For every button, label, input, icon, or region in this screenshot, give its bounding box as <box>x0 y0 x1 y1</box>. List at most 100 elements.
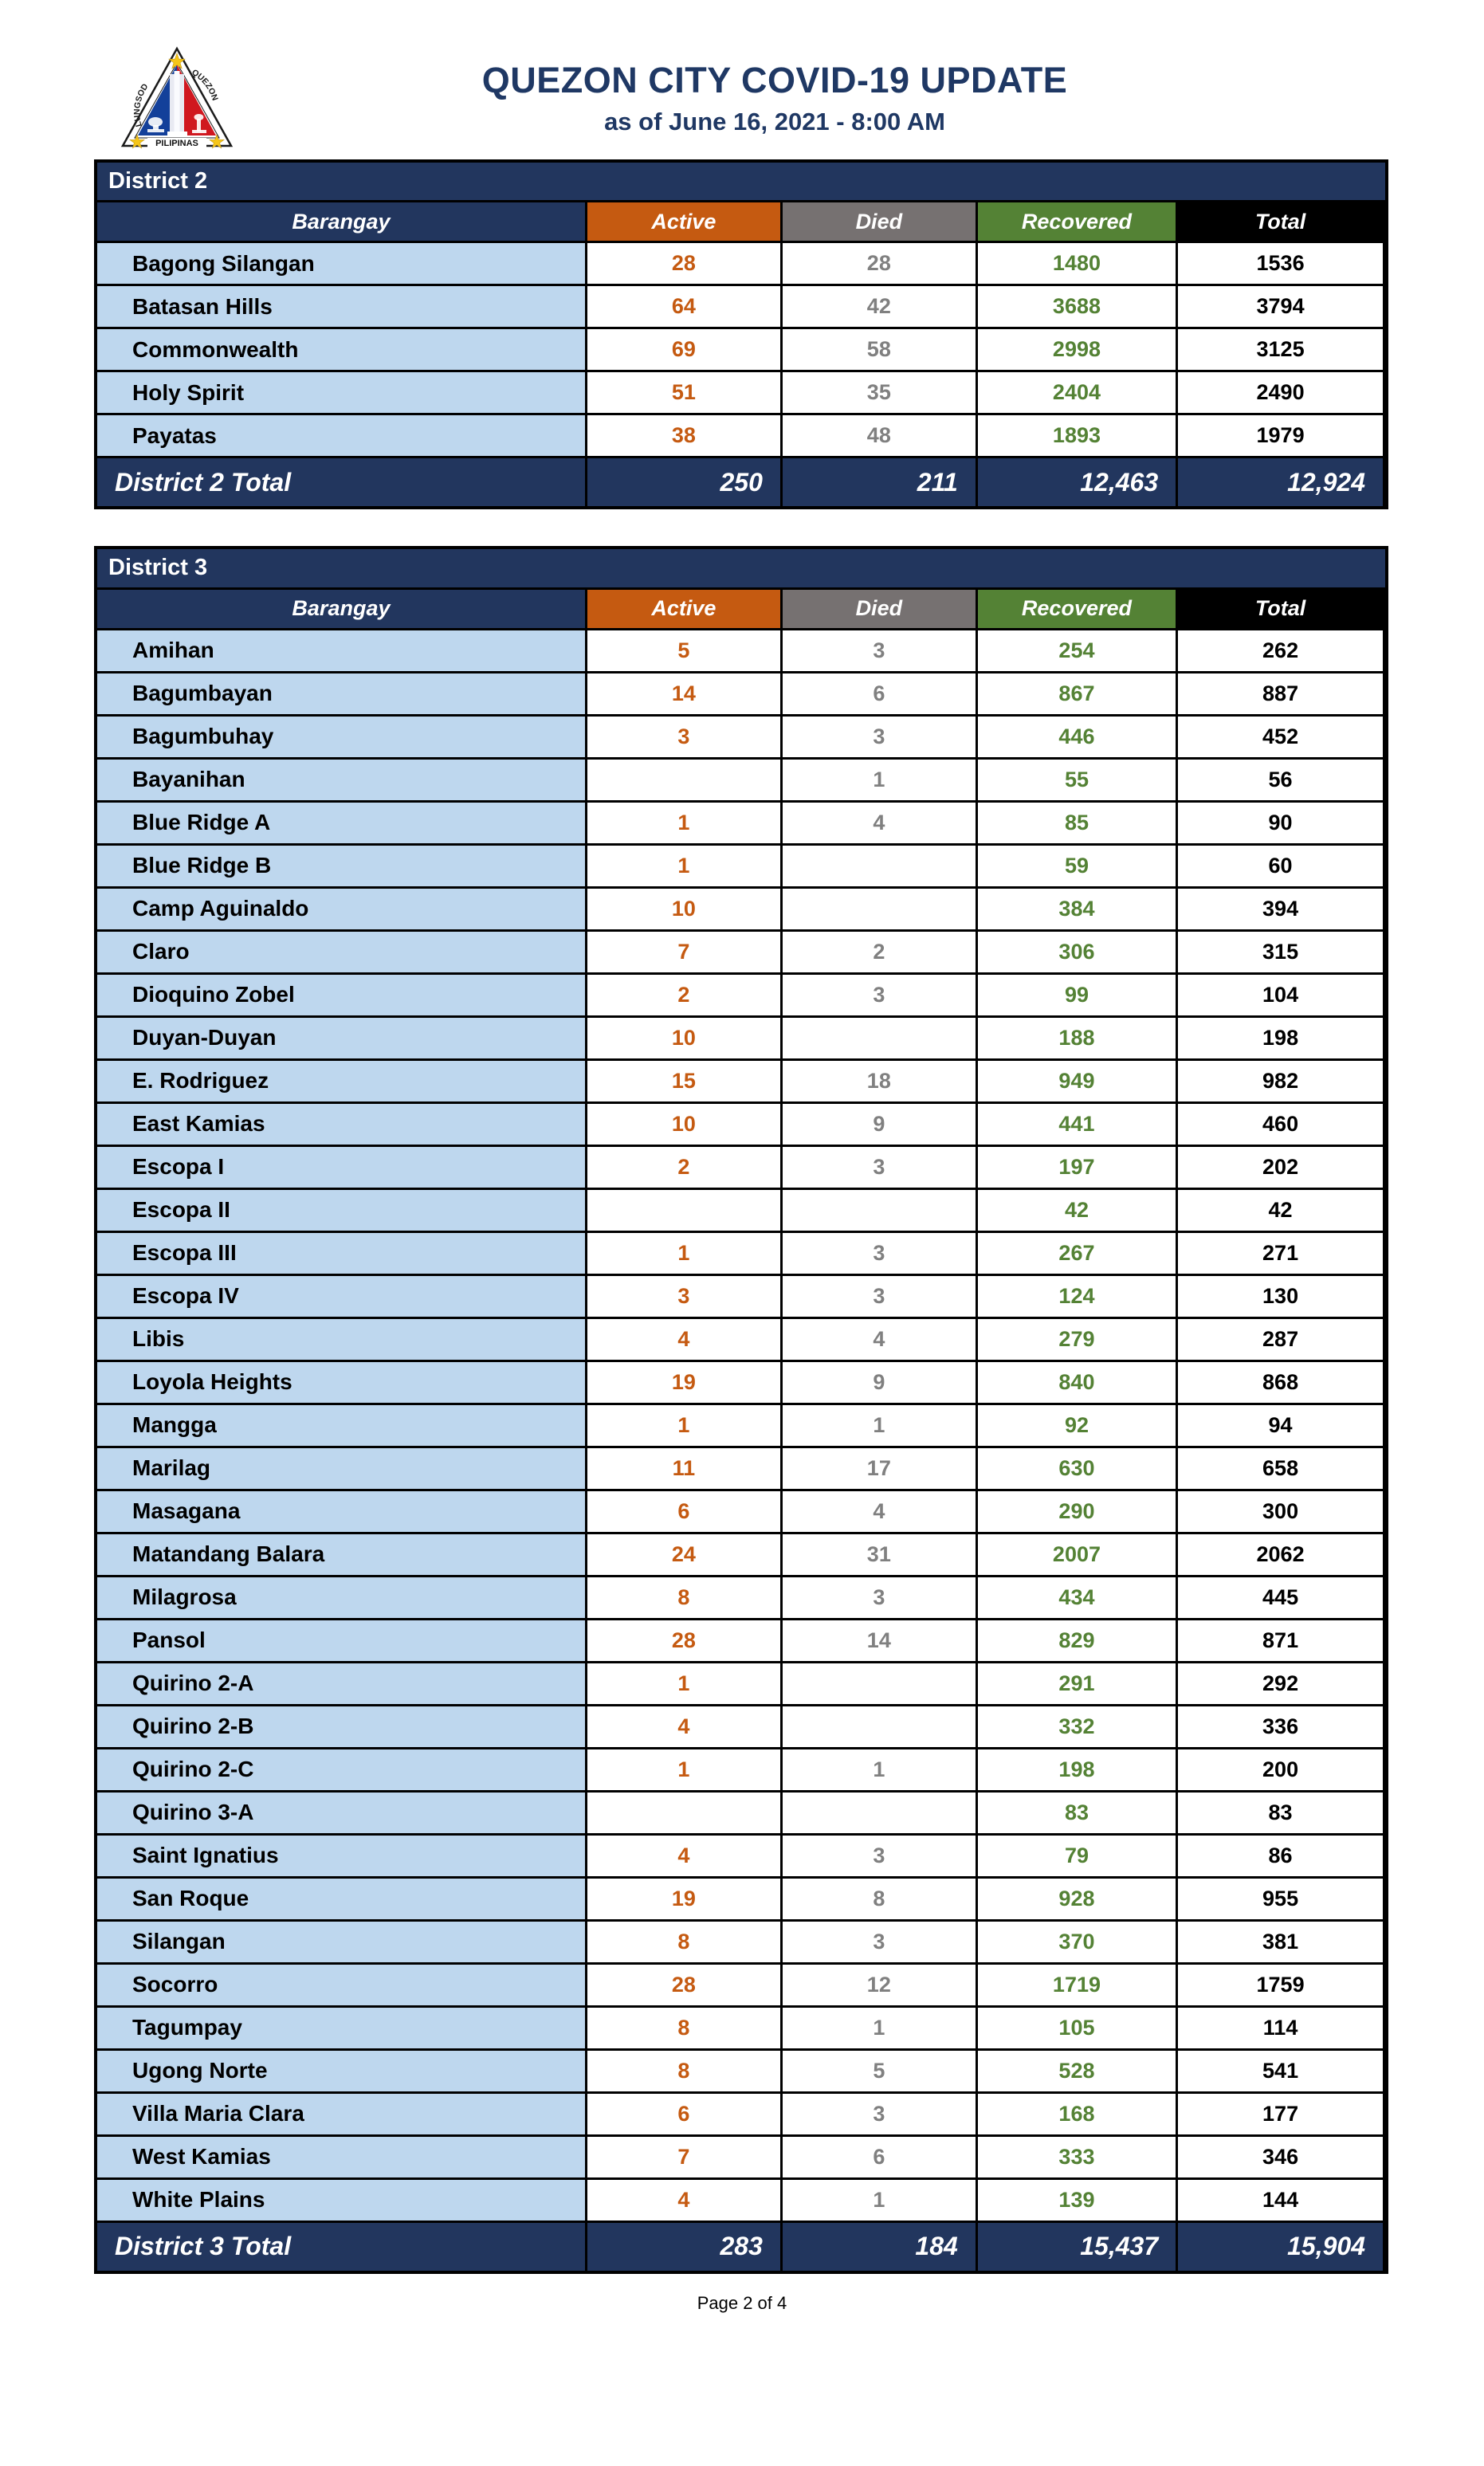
total-count-cell: 83 <box>1176 1791 1385 1836</box>
barangay-name-cell: Bayanihan <box>97 758 587 803</box>
total-count-cell: 445 <box>1176 1576 1385 1620</box>
recovered-count-cell: 85 <box>976 801 1179 846</box>
active-count-cell: 38 <box>586 414 783 459</box>
active-count-cell: 3 <box>586 1274 783 1319</box>
total-count-cell: 200 <box>1176 1748 1385 1793</box>
total-count-cell: 104 <box>1176 973 1385 1018</box>
recovered-count-cell: 290 <box>976 1490 1179 1534</box>
active-count-cell: 1 <box>586 1748 783 1793</box>
active-count-cell: 6 <box>586 2092 783 2137</box>
recovered-count-cell: 928 <box>976 1877 1179 1922</box>
district-total-recovered: 12,463 <box>976 457 1179 507</box>
district-total-row: District 3 Total 283 184 15,437 15,904 <box>97 2221 1385 2271</box>
recovered-count-cell: 3688 <box>976 285 1179 330</box>
active-count-cell: 11 <box>586 1447 783 1491</box>
active-count-cell: 2 <box>586 1145 783 1190</box>
total-count-cell: 42 <box>1176 1188 1385 1233</box>
barangay-name-cell: Silangan <box>97 1920 587 1965</box>
active-count-cell: 4 <box>586 1834 783 1879</box>
died-count-cell: 3 <box>781 715 978 760</box>
barangay-name-cell: Escopa II <box>97 1188 587 1233</box>
total-count-cell: 460 <box>1176 1102 1385 1147</box>
barangay-name-cell: Commonwealth <box>97 328 587 373</box>
active-count-cell: 51 <box>586 371 783 416</box>
recovered-count-cell: 279 <box>976 1317 1179 1362</box>
died-count-cell <box>781 1705 978 1749</box>
district-total-died: 211 <box>781 457 978 507</box>
table-row: Payatas 38 48 1893 1979 <box>97 414 1385 459</box>
died-count-cell: 58 <box>781 328 978 373</box>
column-header-active: Active <box>586 202 783 244</box>
table-row: Bagumbuhay 3 3 446 452 <box>97 715 1385 760</box>
died-count-cell: 8 <box>781 1877 978 1922</box>
barangay-name-cell: Blue Ridge A <box>97 801 587 846</box>
table-header-row: Barangay Active Died Recovered Total <box>97 202 1385 244</box>
died-count-cell: 4 <box>781 801 978 846</box>
table-row: Milagrosa 8 3 434 445 <box>97 1576 1385 1620</box>
active-count-cell: 8 <box>586 2049 783 2094</box>
recovered-count-cell: 83 <box>976 1791 1179 1836</box>
recovered-count-cell: 139 <box>976 2178 1179 2223</box>
recovered-count-cell: 1719 <box>976 1963 1179 2008</box>
table-row: Quirino 2-B 4 332 336 <box>97 1705 1385 1749</box>
active-count-cell: 19 <box>586 1361 783 1405</box>
died-count-cell: 3 <box>781 629 978 673</box>
died-count-cell: 28 <box>781 241 978 287</box>
barangay-name-cell: Matandang Balara <box>97 1533 587 1577</box>
total-count-cell: 452 <box>1176 715 1385 760</box>
barangay-name-cell: Bagumbuhay <box>97 715 587 760</box>
total-count-cell: 2490 <box>1176 371 1385 416</box>
table-row: Matandang Balara 24 31 2007 2062 <box>97 1533 1385 1577</box>
active-count-cell: 6 <box>586 1490 783 1534</box>
recovered-count-cell: 197 <box>976 1145 1179 1190</box>
barangay-name-cell: Quirino 2-B <box>97 1705 587 1749</box>
total-count-cell: 60 <box>1176 844 1385 889</box>
recovered-count-cell: 198 <box>976 1748 1179 1793</box>
died-count-cell: 1 <box>781 758 978 803</box>
died-count-cell: 35 <box>781 371 978 416</box>
table-row: Bagong Silangan 28 28 1480 1536 <box>97 241 1385 287</box>
active-count-cell <box>586 758 783 803</box>
table-row: Claro 7 2 306 315 <box>97 930 1385 975</box>
active-count-cell: 4 <box>586 1705 783 1749</box>
barangay-name-cell: Milagrosa <box>97 1576 587 1620</box>
column-header-active: Active <box>586 589 783 630</box>
table-row: Saint Ignatius 4 3 79 86 <box>97 1834 1385 1879</box>
active-count-cell <box>586 1791 783 1836</box>
total-count-cell: 982 <box>1176 1059 1385 1104</box>
total-count-cell: 300 <box>1176 1490 1385 1534</box>
table-row: Amihan 5 3 254 262 <box>97 629 1385 673</box>
active-count-cell: 7 <box>586 2135 783 2180</box>
total-count-cell: 56 <box>1176 758 1385 803</box>
died-count-cell: 3 <box>781 1145 978 1190</box>
district-total-total: 12,924 <box>1176 457 1385 507</box>
recovered-count-cell: 441 <box>976 1102 1179 1147</box>
active-count-cell: 1 <box>586 801 783 846</box>
barangay-name-cell: Socorro <box>97 1963 587 2008</box>
barangay-name-cell: Bagumbayan <box>97 672 587 717</box>
tables-container: District 2 Barangay Active Died Recovered Tot… <box>0 159 1484 2274</box>
died-count-cell: 1 <box>781 1404 978 1448</box>
district-title: District 3 <box>97 549 1385 590</box>
table-row: Camp Aguinaldo 10 384 394 <box>97 887 1385 932</box>
active-count-cell: 1 <box>586 1231 783 1276</box>
total-count-cell: 336 <box>1176 1705 1385 1749</box>
district-total-active: 283 <box>586 2221 783 2271</box>
recovered-count-cell: 949 <box>976 1059 1179 1104</box>
barangay-name-cell: Holy Spirit <box>97 371 587 416</box>
table-row: Batasan Hills 64 42 3688 3794 <box>97 285 1385 330</box>
active-count-cell: 4 <box>586 2178 783 2223</box>
recovered-count-cell: 840 <box>976 1361 1179 1405</box>
quezon-city-seal-icon: PILIPINAS LUNGSOD QUEZON <box>120 46 234 149</box>
recovered-count-cell: 168 <box>976 2092 1179 2137</box>
table-row: Blue Ridge A 1 4 85 90 <box>97 801 1385 846</box>
table-row: E. Rodriguez 15 18 949 982 <box>97 1059 1385 1104</box>
total-count-cell: 871 <box>1176 1619 1385 1663</box>
died-count-cell: 4 <box>781 1317 978 1362</box>
recovered-count-cell: 528 <box>976 2049 1179 2094</box>
died-count-cell: 17 <box>781 1447 978 1491</box>
barangay-name-cell: Payatas <box>97 414 587 459</box>
recovered-count-cell: 79 <box>976 1834 1179 1879</box>
active-count-cell: 28 <box>586 1619 783 1663</box>
barangay-name-cell: Duyan-Duyan <box>97 1016 587 1061</box>
